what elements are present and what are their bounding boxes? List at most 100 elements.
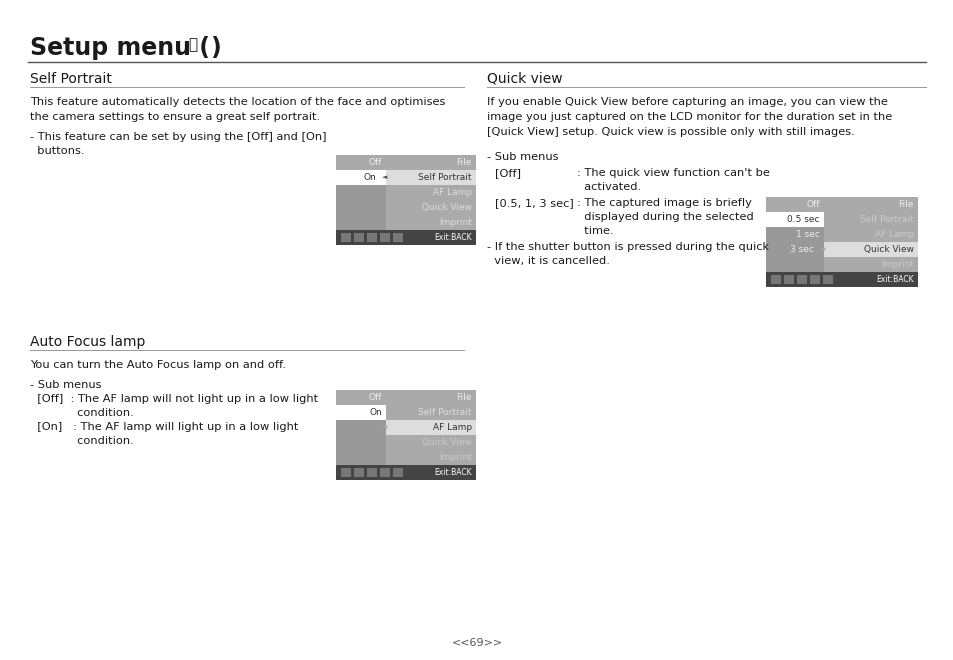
Text: Self Portrait: Self Portrait: [418, 408, 472, 417]
Bar: [335, 230, 476, 245]
Bar: [335, 155, 386, 170]
Text: Self Portrait: Self Portrait: [860, 215, 913, 224]
Text: Exit:BACK: Exit:BACK: [434, 468, 472, 477]
Text: Off: Off: [368, 158, 381, 167]
Bar: [765, 227, 823, 242]
Text: activated.: activated.: [577, 182, 640, 192]
Text: On: On: [369, 408, 381, 417]
Text: : The captured image is briefly: : The captured image is briefly: [577, 198, 751, 208]
Bar: [379, 468, 390, 477]
Bar: [335, 170, 386, 185]
Text: Self Portrait: Self Portrait: [30, 72, 112, 86]
Bar: [335, 435, 386, 450]
Text: 3 sec: 3 sec: [789, 245, 813, 254]
Bar: [335, 200, 386, 215]
Text: image you just captured on the LCD monitor for the duration set in the: image you just captured on the LCD monit…: [486, 112, 891, 122]
Text: ◄: ◄: [820, 246, 824, 253]
Bar: [379, 233, 390, 242]
Text: <<69>>: <<69>>: [451, 638, 502, 648]
Bar: [823, 227, 917, 242]
Text: AF Lamp: AF Lamp: [433, 188, 472, 197]
Text: Quick view: Quick view: [486, 72, 562, 86]
Text: view, it is cancelled.: view, it is cancelled.: [486, 256, 609, 266]
Bar: [386, 185, 476, 200]
Text: Imprint: Imprint: [438, 218, 472, 227]
Text: condition.: condition.: [30, 408, 133, 418]
Text: Exit:BACK: Exit:BACK: [876, 275, 913, 284]
Text: time.: time.: [577, 226, 613, 236]
Bar: [335, 420, 386, 435]
Bar: [796, 275, 806, 284]
Bar: [340, 233, 351, 242]
Bar: [386, 155, 476, 170]
Text: Setup menu (: Setup menu (: [30, 36, 210, 60]
Bar: [393, 233, 402, 242]
Bar: [386, 170, 476, 185]
Text: Off: Off: [805, 200, 820, 209]
Bar: [335, 390, 386, 405]
Bar: [765, 242, 823, 257]
Text: Self Portrait: Self Portrait: [418, 173, 472, 182]
Bar: [335, 215, 386, 230]
Bar: [340, 468, 351, 477]
Text: ): ): [210, 36, 220, 60]
Text: condition.: condition.: [30, 436, 133, 446]
Text: : The quick view function can't be: : The quick view function can't be: [577, 168, 769, 178]
Bar: [386, 390, 476, 405]
Text: displayed during the selected: displayed during the selected: [577, 212, 753, 222]
Text: Auto Focus lamp: Auto Focus lamp: [30, 335, 145, 349]
Bar: [823, 197, 917, 212]
Bar: [765, 197, 823, 212]
Bar: [765, 272, 917, 287]
Text: 1 sec: 1 sec: [796, 230, 820, 239]
Text: File: File: [456, 393, 472, 402]
Text: - If the shutter button is pressed during the quick: - If the shutter button is pressed durin…: [486, 242, 768, 252]
Text: - Sub menus: - Sub menus: [486, 152, 558, 162]
Text: Off: Off: [368, 393, 381, 402]
Bar: [354, 468, 364, 477]
Text: - Sub menus: - Sub menus: [30, 380, 101, 390]
Bar: [386, 405, 476, 420]
Bar: [386, 435, 476, 450]
Bar: [770, 275, 781, 284]
Text: On: On: [363, 173, 375, 182]
Bar: [335, 450, 386, 465]
Bar: [822, 275, 832, 284]
Bar: [386, 450, 476, 465]
Bar: [783, 275, 793, 284]
Bar: [335, 185, 386, 200]
Text: AF Lamp: AF Lamp: [874, 230, 913, 239]
Text: [0.5, 1, 3 sec]: [0.5, 1, 3 sec]: [495, 198, 573, 208]
Text: ◄: ◄: [381, 174, 387, 180]
Text: You can turn the Auto Focus lamp on and off.: You can turn the Auto Focus lamp on and …: [30, 360, 286, 370]
Bar: [354, 233, 364, 242]
Bar: [823, 242, 917, 257]
Text: Quick View: Quick View: [421, 203, 472, 212]
Text: - This feature can be set by using the [Off] and [On]: - This feature can be set by using the […: [30, 132, 326, 142]
Text: [Off]: [Off]: [495, 168, 520, 178]
Text: Imprint: Imprint: [438, 453, 472, 462]
Bar: [393, 468, 402, 477]
Bar: [823, 212, 917, 227]
Text: ◄: ◄: [381, 424, 387, 430]
Text: buttons.: buttons.: [30, 146, 85, 156]
Text: This feature automatically detects the location of the face and optimises: This feature automatically detects the l…: [30, 97, 445, 107]
Bar: [335, 465, 476, 480]
Text: If you enable Quick View before capturing an image, you can view the: If you enable Quick View before capturin…: [486, 97, 887, 107]
Text: [Quick View] setup. Quick view is possible only with still images.: [Quick View] setup. Quick view is possib…: [486, 127, 854, 137]
Bar: [765, 257, 823, 272]
Text: Quick View: Quick View: [863, 245, 913, 254]
Text: 📷: 📷: [188, 37, 197, 52]
Bar: [809, 275, 820, 284]
Text: Imprint: Imprint: [881, 260, 913, 269]
Text: AF Lamp: AF Lamp: [433, 423, 472, 432]
Bar: [386, 215, 476, 230]
Text: Quick View: Quick View: [421, 438, 472, 447]
Bar: [386, 200, 476, 215]
Text: [On]   : The AF lamp will light up in a low light: [On] : The AF lamp will light up in a lo…: [30, 422, 298, 432]
Text: 0.5 sec: 0.5 sec: [786, 215, 820, 224]
Bar: [335, 405, 386, 420]
Text: [Off]  : The AF lamp will not light up in a low light: [Off] : The AF lamp will not light up in…: [30, 394, 317, 404]
Bar: [823, 257, 917, 272]
Text: the camera settings to ensure a great self portrait.: the camera settings to ensure a great se…: [30, 112, 320, 122]
